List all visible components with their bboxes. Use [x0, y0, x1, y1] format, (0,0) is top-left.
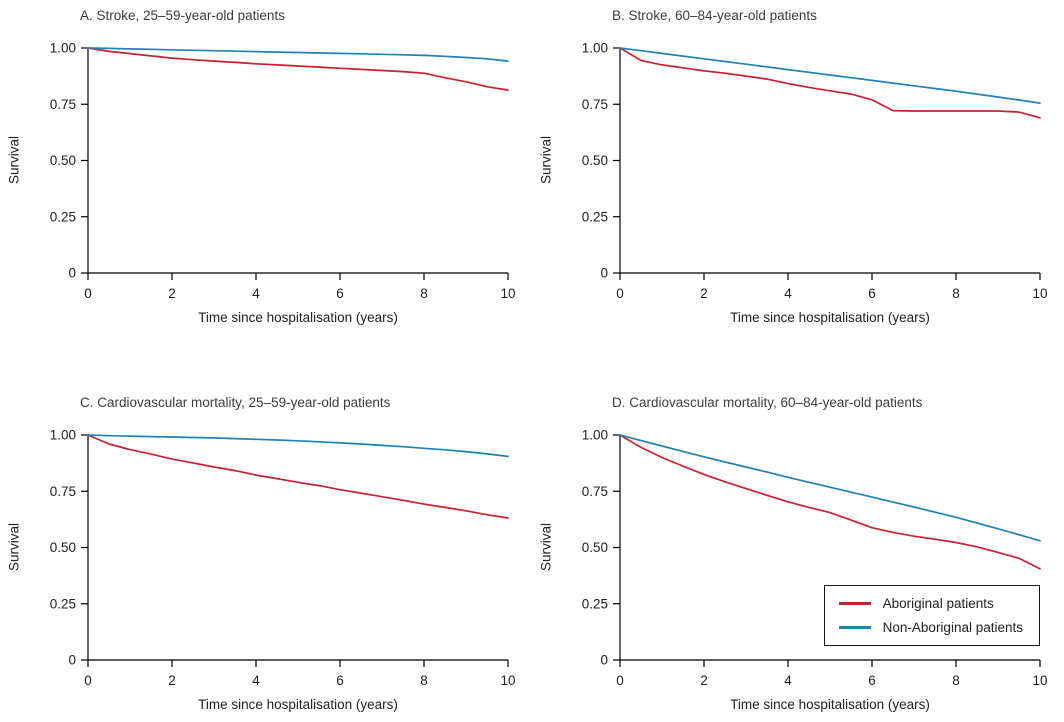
y-tick-label: 0.25: [582, 209, 608, 224]
x-tick-label: 4: [784, 286, 792, 301]
y-tick-label: 1.00: [582, 41, 608, 56]
x-tick-label: 6: [336, 286, 344, 301]
y-tick-label: 1.00: [50, 428, 76, 443]
y-tick-label: 0.75: [50, 484, 76, 499]
x-tick-label: 6: [868, 673, 876, 688]
legend: Aboriginal patients Non-Aboriginal patie…: [823, 585, 1040, 646]
panel-title-b: B. Stroke, 60–84-year-old patients: [612, 8, 817, 23]
survival-plot-b: 0 0.25 0.50 0.75 1.00 0 2 4 6 8 10: [582, 41, 1048, 302]
survival-plot-c: 0 0.25 0.50 0.75 1.00 0 2 4 6 8 10: [50, 428, 516, 689]
y-tick-label: 0.75: [50, 97, 76, 112]
x-axis-label-d: Time since hospitalisation (years): [730, 697, 930, 712]
legend-item-aboriginal: Aboriginal patients: [838, 596, 1023, 611]
x-tick-label: 4: [784, 673, 792, 688]
y-tick-label: 0.25: [50, 209, 76, 224]
survival-plot-d: 0 0.25 0.50 0.75 1.00 0 2 4 6 8 10: [582, 428, 1048, 689]
series-line-non-aboriginal-patients: [87, 434, 509, 458]
x-tick-label: 8: [952, 286, 960, 301]
panel-b-stroke-60-84: B. Stroke, 60–84-year-old patients Survi…: [532, 0, 1064, 361]
series-line-aboriginal-patients: [87, 434, 509, 519]
legend-item-non-aboriginal: Non-Aboriginal patients: [838, 620, 1023, 635]
x-tick-label: 6: [868, 286, 876, 301]
x-tick-label: 10: [500, 286, 515, 301]
series-line-non-aboriginal-patients: [619, 434, 1041, 542]
y-tick-label: 0.50: [582, 153, 608, 168]
legend-label-aboriginal: Aboriginal patients: [882, 596, 994, 611]
series-line-aboriginal-patients: [619, 434, 1041, 570]
series-line-aboriginal-patients: [87, 47, 509, 91]
x-tick-label: 0: [84, 286, 92, 301]
panel-d-cv-mortality-60-84: D. Cardiovascular mortality, 60–84-year-…: [532, 361, 1064, 722]
y-tick-label: 0.75: [582, 97, 608, 112]
x-axis-label-c: Time since hospitalisation (years): [198, 697, 398, 712]
legend-label-non-aboriginal: Non-Aboriginal patients: [882, 620, 1023, 635]
x-tick-label: 0: [616, 286, 624, 301]
x-tick-label: 4: [252, 673, 260, 688]
x-tick-label: 0: [616, 673, 624, 688]
panel-title-a: A. Stroke, 25–59-year-old patients: [80, 8, 285, 23]
y-tick-label: 0.25: [582, 596, 608, 611]
y-tick-label: 0.25: [50, 596, 76, 611]
x-axis-label-b: Time since hospitalisation (years): [730, 310, 930, 325]
y-tick-label: 0: [600, 266, 608, 281]
x-tick-label: 10: [1032, 286, 1047, 301]
panel-a-stroke-25-59: A. Stroke, 25–59-year-old patients Survi…: [0, 0, 532, 361]
y-tick-label: 1.00: [582, 428, 608, 443]
legend-line-aboriginal: [838, 602, 871, 605]
y-tick-label: 0: [600, 653, 608, 668]
survival-plot-a: 0 0.25 0.50 0.75 1.00 0 2 4 6 8 10: [50, 41, 516, 302]
x-tick-label: 8: [952, 673, 960, 688]
x-tick-label: 4: [252, 286, 260, 301]
panel-title-c: C. Cardiovascular mortality, 25–59-year-…: [80, 395, 391, 410]
x-axis-label-a: Time since hospitalisation (years): [198, 310, 398, 325]
panel-c-cv-mortality-25-59: C. Cardiovascular mortality, 25–59-year-…: [0, 361, 532, 722]
x-tick-label: 0: [84, 673, 92, 688]
y-tick-label: 0: [68, 653, 76, 668]
y-tick-label: 0.75: [582, 484, 608, 499]
series-line-non-aboriginal-patients: [619, 47, 1041, 104]
x-tick-label: 10: [500, 673, 515, 688]
x-tick-label: 2: [700, 673, 708, 688]
x-tick-label: 2: [168, 673, 176, 688]
y-tick-label: 0.50: [50, 153, 76, 168]
x-tick-label: 10: [1032, 673, 1047, 688]
series-line-non-aboriginal-patients: [87, 47, 509, 62]
x-tick-label: 8: [420, 286, 428, 301]
y-tick-label: 1.00: [50, 41, 76, 56]
panel-title-d: D. Cardiovascular mortality, 60–84-year-…: [612, 395, 923, 410]
series-line-aboriginal-patients: [619, 47, 1041, 119]
y-tick-label: 0.50: [50, 540, 76, 555]
y-tick-label: 0: [68, 266, 76, 281]
x-tick-label: 8: [420, 673, 428, 688]
x-tick-label: 2: [700, 286, 708, 301]
y-tick-label: 0.50: [582, 540, 608, 555]
x-tick-label: 6: [336, 673, 344, 688]
x-tick-label: 2: [168, 286, 176, 301]
legend-line-non-aboriginal: [838, 626, 871, 629]
